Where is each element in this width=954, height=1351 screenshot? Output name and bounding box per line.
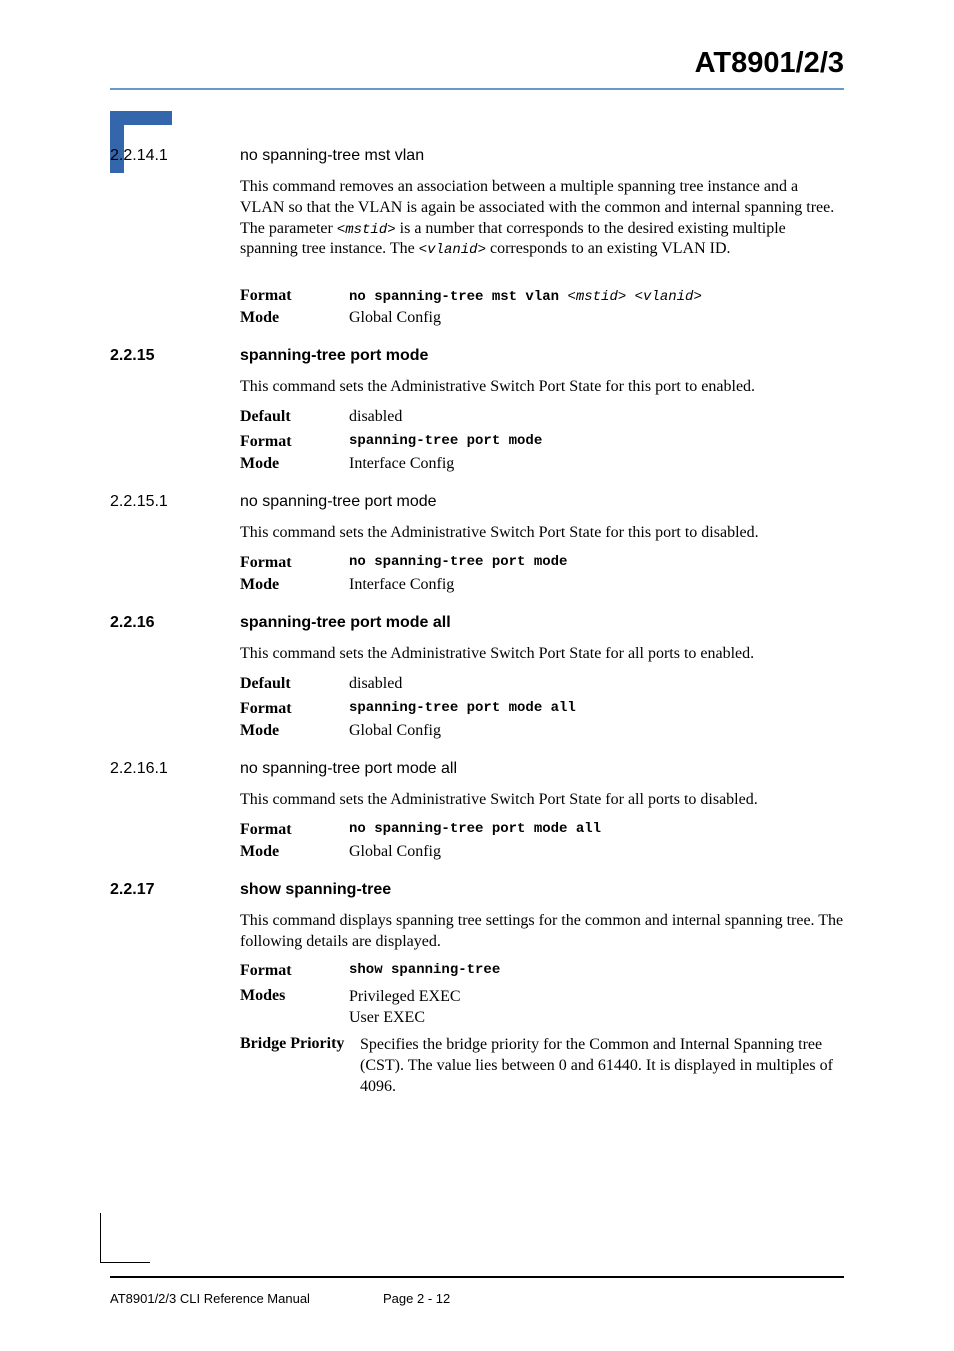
section-number: 2.2.17 <box>110 881 154 899</box>
format-row: Format spanning-tree port mode all <box>240 700 844 718</box>
section-number: 2.2.16 <box>110 614 154 632</box>
format-label: Format <box>240 554 345 572</box>
format-command: no spanning-tree mst vlan <box>349 289 567 305</box>
mode-row: Mode Global Config <box>240 309 844 327</box>
section-title: no spanning-tree mst vlan <box>240 147 424 165</box>
mode-row: Mode Global Config <box>240 722 844 740</box>
section-body: This command sets the Administrative Swi… <box>240 523 844 544</box>
footer-frame-horizontal <box>100 1262 150 1263</box>
format-label: Format <box>240 821 345 839</box>
format-command: spanning-tree port mode all <box>349 700 576 716</box>
format-row: Format spanning-tree port mode <box>240 433 844 451</box>
format-command: spanning-tree port mode <box>349 433 542 449</box>
format-label: Format <box>240 962 345 980</box>
header-rule <box>110 88 844 90</box>
logo-bar-horizontal <box>110 111 172 125</box>
modes-label: Modes <box>240 987 345 1005</box>
default-row: Default disabled <box>240 675 844 693</box>
default-label: Default <box>240 675 345 693</box>
bridge-priority-value: Specifies the bridge priority for the Co… <box>360 1035 839 1097</box>
page-header-title: AT8901/2/3 <box>695 47 844 80</box>
modes-value-2: User EXEC <box>349 1009 425 1026</box>
mode-label: Mode <box>240 843 345 861</box>
default-label: Default <box>240 408 345 426</box>
format-label: Format <box>240 287 345 305</box>
bridge-priority-label: Bridge Priority <box>240 1035 360 1053</box>
section-number: 2.2.15.1 <box>110 493 168 511</box>
section-number: 2.2.15 <box>110 347 154 365</box>
mode-row: Mode Interface Config <box>240 576 844 594</box>
section-number: 2.2.14.1 <box>110 147 168 165</box>
mode-value: Global Config <box>349 843 441 861</box>
section-body: This command sets the Administrative Swi… <box>240 377 844 398</box>
format-command: no spanning-tree port mode all <box>349 821 601 837</box>
section-number: 2.2.16.1 <box>110 760 168 778</box>
format-label: Format <box>240 433 345 451</box>
mode-label: Mode <box>240 309 345 327</box>
format-row: Format show spanning-tree <box>240 962 844 980</box>
bridge-priority-row: Bridge PrioritySpecifies the bridge prio… <box>240 1035 844 1097</box>
section-title: no spanning-tree port mode all <box>240 760 457 778</box>
format-command: no spanning-tree port mode <box>349 554 567 570</box>
mode-value: Interface Config <box>349 576 454 594</box>
section-title: no spanning-tree port mode <box>240 493 437 511</box>
mode-value: Global Config <box>349 309 441 327</box>
section-body: This command removes an association betw… <box>240 177 844 260</box>
default-value: disabled <box>349 675 402 693</box>
param-mstid: <mstid> <box>337 222 396 238</box>
section-title: spanning-tree port mode <box>240 347 428 365</box>
footer-rule <box>110 1276 844 1278</box>
mode-row: Mode Global Config <box>240 843 844 861</box>
section-title: spanning-tree port mode all <box>240 614 451 632</box>
format-row: Format no spanning-tree port mode <box>240 554 844 572</box>
mode-value: Global Config <box>349 722 441 740</box>
modes-row: Modes Privileged EXEC User EXEC <box>240 987 844 1029</box>
mode-row: Mode Interface Config <box>240 455 844 473</box>
body-part3: corresponds to an existing VLAN ID. <box>486 240 731 257</box>
mode-label: Mode <box>240 722 345 740</box>
mode-label: Mode <box>240 455 345 473</box>
format-params: <mstid> <vlanid> <box>567 289 701 305</box>
section-body: This command displays spanning tree sett… <box>240 911 844 953</box>
footer-page-number: Page 2 - 12 <box>383 1291 450 1306</box>
mode-label: Mode <box>240 576 345 594</box>
format-row: Format no spanning-tree port mode all <box>240 821 844 839</box>
default-row: Default disabled <box>240 408 844 426</box>
modes-value-1: Privileged EXEC <box>349 988 461 1005</box>
footer-frame-vertical <box>100 1213 101 1263</box>
section-title: show spanning-tree <box>240 881 391 899</box>
mode-value: Interface Config <box>349 455 454 473</box>
section-body: This command sets the Administrative Swi… <box>240 644 844 665</box>
format-label: Format <box>240 700 345 718</box>
section-body: This command sets the Administrative Swi… <box>240 790 844 811</box>
param-vlanid: <vlanid> <box>419 242 486 258</box>
default-value: disabled <box>349 408 402 426</box>
format-row: Format no spanning-tree mst vlan <mstid>… <box>240 287 844 305</box>
footer-manual-name: AT8901/2/3 CLI Reference Manual <box>110 1291 310 1306</box>
format-command: show spanning-tree <box>349 962 500 978</box>
